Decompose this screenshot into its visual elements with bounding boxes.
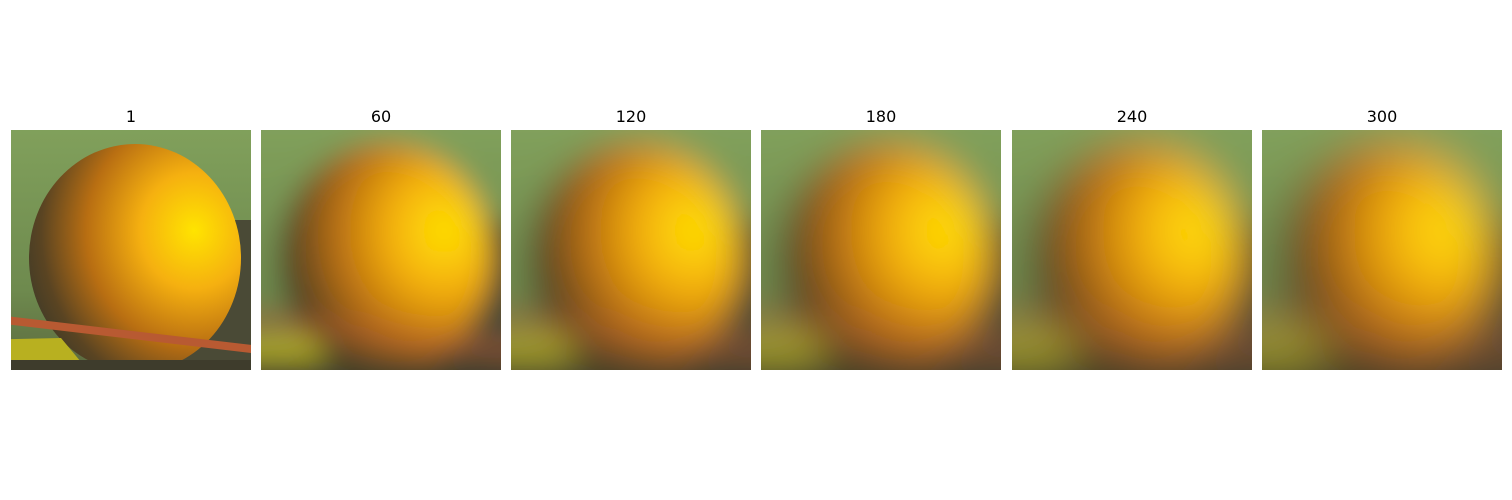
panel-title: 60 (371, 107, 391, 126)
panel-title: 240 (1117, 107, 1148, 126)
panel-title: 120 (616, 107, 647, 126)
panel-title: 1 (126, 107, 136, 126)
panel-title: 180 (866, 107, 897, 126)
panel-title: 300 (1367, 107, 1398, 126)
